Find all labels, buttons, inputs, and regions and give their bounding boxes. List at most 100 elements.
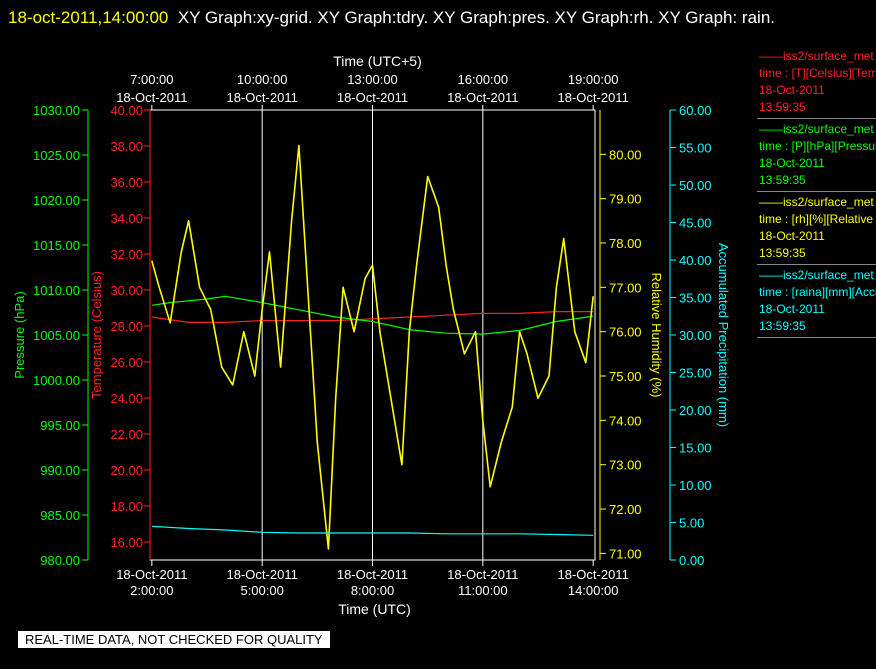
pressure-tick-label: 1005.00 <box>33 328 80 343</box>
legend-units: time : [T][Celsius][Temperature] <box>759 66 876 80</box>
temperature-tick-label: 22.00 <box>110 427 143 442</box>
x-tick-date: 18-Oct-2011 <box>337 567 408 582</box>
pressure-tick-label: 990.00 <box>40 463 80 478</box>
x-tick-label: 8:00:00 <box>351 583 394 598</box>
humidity-tick-label: 76.00 <box>609 325 642 340</box>
precipitation-axis-title: Accumulated Precipitation (mm) <box>716 243 731 427</box>
temperature-tick-label: 32.00 <box>110 247 143 262</box>
precipitation-tick-label: 45.00 <box>679 216 712 231</box>
temperature-tick-label: 34.00 <box>110 211 143 226</box>
xy-chart: 18-Oct-20112:00:0018-Oct-20115:00:0018-O… <box>12 53 731 617</box>
pressure-tick-label: 1020.00 <box>33 193 80 208</box>
humidity-tick-label: 75.00 <box>609 369 642 384</box>
precipitation-tick-label: 55.00 <box>679 141 712 156</box>
x-axis-label: Time (UTC) <box>338 601 411 617</box>
x-top-axis-label: Time (UTC+5) <box>333 53 422 69</box>
temperature-tick-label: 36.00 <box>110 175 143 190</box>
temperature-tick-label: 38.00 <box>110 139 143 154</box>
x-tick-date: 18-Oct-2011 <box>116 567 187 582</box>
pressure-tick-label: 995.00 <box>40 418 80 433</box>
temperature-tick-label: 28.00 <box>110 319 143 334</box>
precipitation-tick-label: 50.00 <box>679 178 712 193</box>
pressure-series-line <box>151 295 594 335</box>
precipitation-tick-label: 20.00 <box>679 403 712 418</box>
legend-time: 13:59:35 <box>759 319 806 333</box>
humidity-tick-label: 77.00 <box>609 280 642 295</box>
pressure-tick-label: 1030.00 <box>33 103 80 118</box>
x-top-tick-label: 7:00:00 <box>130 72 173 87</box>
precipitation-tick-label: 5.00 <box>679 516 704 531</box>
humidity-tick-label: 71.00 <box>609 546 642 561</box>
precipitation-tick-label: 40.00 <box>679 253 712 268</box>
legend-date: 18-Oct-2011 <box>759 156 825 170</box>
x-top-tick-date: 18-Oct-2011 <box>337 90 408 105</box>
humidity-tick-label: 74.00 <box>609 413 642 428</box>
x-top-tick-label: 10:00:00 <box>237 72 288 87</box>
temperature-tick-label: 20.00 <box>110 463 143 478</box>
temperature-tick-label: 18.00 <box>110 499 143 514</box>
precipitation-tick-label: 15.00 <box>679 441 712 456</box>
x-top-tick-label: 16:00:00 <box>458 72 509 87</box>
pressure-tick-label: 1010.00 <box>33 283 80 298</box>
legend-date: 18-Oct-2011 <box>759 83 825 97</box>
x-tick-date: 18-Oct-2011 <box>558 567 629 582</box>
humidity-tick-label: 73.00 <box>609 458 642 473</box>
x-tick-label: 2:00:00 <box>130 583 173 598</box>
precipitation-tick-label: 25.00 <box>679 366 712 381</box>
pressure-tick-label: 985.00 <box>40 508 80 523</box>
x-top-tick-date: 18-Oct-2011 <box>447 90 518 105</box>
pressure-tick-label: 1000.00 <box>33 373 80 388</box>
x-tick-label: 5:00:00 <box>240 583 283 598</box>
temperature-tick-label: 40.00 <box>110 103 143 118</box>
legend: ——iss2/surface_met time : [T][Celsius][Te… <box>757 46 876 338</box>
legend-time: 13:59:35 <box>759 100 806 114</box>
precipitation-tick-label: 60.00 <box>679 103 712 118</box>
precipitation-tick-label: 30.00 <box>679 328 712 343</box>
temperature-tick-label: 24.00 <box>110 391 143 406</box>
x-tick-date: 18-Oct-2011 <box>227 567 298 582</box>
chart-title: 18-oct-2011,14:00:00 XY Graph:xy-grid. X… <box>8 3 858 33</box>
x-top-tick-label: 13:00:00 <box>347 72 398 87</box>
humidity-tick-label: 72.00 <box>609 502 642 517</box>
humidity-series-line <box>151 144 594 550</box>
pressure-tick-label: 980.00 <box>40 553 80 568</box>
legend-time: 13:59:35 <box>759 246 806 260</box>
legend-item-temperature[interactable]: ——iss2/surface_met time : [T][Celsius][Te… <box>757 46 876 119</box>
x-tick-label: 11:00:00 <box>458 583 508 598</box>
humidity-axis-title: Relative Humidity (%) <box>649 273 664 398</box>
legend-name: ——iss2/surface_met <box>759 122 874 136</box>
legend-units: time : [rh][%][Relative Humidity] <box>759 212 876 226</box>
x-tick-date: 18-Oct-2011 <box>447 567 518 582</box>
pressure-axis-title: Pressure (hPa) <box>12 291 27 378</box>
temperature-tick-label: 16.00 <box>110 535 143 550</box>
legend-name: ——iss2/surface_met <box>759 268 874 282</box>
legend-date: 18-Oct-2011 <box>759 302 825 316</box>
temperature-tick-label: 26.00 <box>110 355 143 370</box>
humidity-tick-label: 79.00 <box>609 192 642 207</box>
x-top-tick-label: 19:00:00 <box>568 72 619 87</box>
graph-list: XY Graph:xy-grid. XY Graph:tdry. XY Grap… <box>177 8 776 27</box>
legend-time: 13:59:35 <box>759 173 806 187</box>
x-tick-label: 14:00:00 <box>568 583 619 598</box>
timestamp: 18-oct-2011,14:00:00 <box>8 8 169 27</box>
humidity-tick-label: 78.00 <box>609 236 642 251</box>
legend-date: 18-Oct-2011 <box>759 229 825 243</box>
precipitation-tick-label: 10.00 <box>679 478 712 493</box>
temperature-series-line <box>151 311 594 323</box>
legend-units: time : [raina][mm][Accumulated Precipita… <box>759 285 876 299</box>
x-top-tick-date: 18-Oct-2011 <box>116 90 187 105</box>
precipitation-tick-label: 0.00 <box>679 553 704 568</box>
temperature-axis-title: Temperature (Celsius) <box>89 271 104 399</box>
pressure-tick-label: 1025.00 <box>33 148 80 163</box>
x-top-tick-date: 18-Oct-2011 <box>558 90 629 105</box>
precipitation-tick-label: 35.00 <box>679 291 712 306</box>
legend-units: time : [P][hPa][Pressure] <box>759 139 876 153</box>
pressure-tick-label: 1015.00 <box>33 238 80 253</box>
humidity-tick-label: 80.00 <box>609 147 642 162</box>
temperature-tick-label: 30.00 <box>110 283 143 298</box>
legend-name: ——iss2/surface_met <box>759 195 874 209</box>
precipitation-series-line <box>151 525 594 536</box>
